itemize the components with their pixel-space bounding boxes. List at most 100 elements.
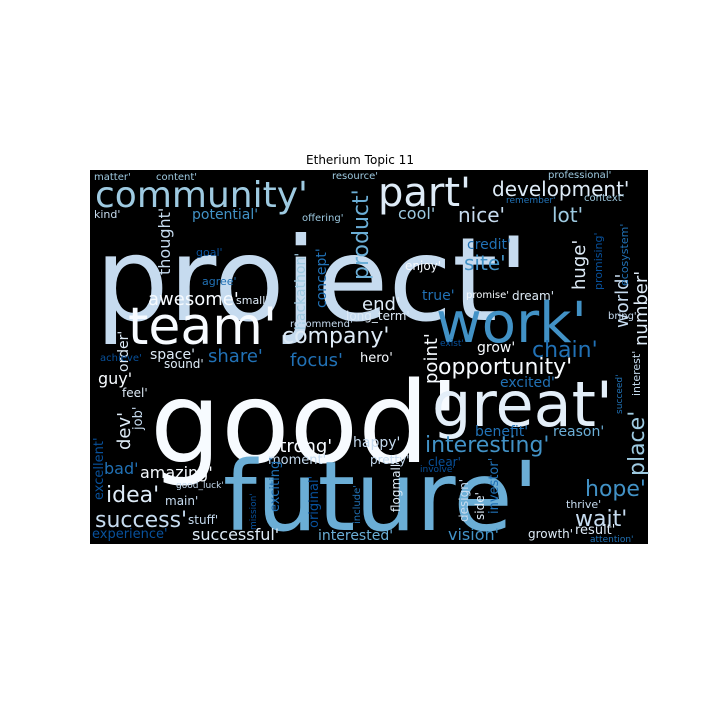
- word-recommend: recommend': [290, 319, 353, 330]
- word-benefit: benefit': [475, 424, 528, 440]
- chart-title: Etherium Topic 11: [306, 153, 414, 167]
- word-pretty: pretty': [370, 453, 409, 467]
- word-result: result': [575, 523, 615, 538]
- word-future: future': [223, 441, 539, 553]
- word-good_luck: good_luck': [176, 481, 224, 491]
- word-reason: reason': [553, 424, 604, 440]
- word-include: include': [352, 485, 363, 524]
- word-resource: resource': [332, 171, 378, 182]
- word-amazing: amazing': [140, 463, 213, 482]
- word-interest: interest': [630, 351, 643, 396]
- word-main: main': [165, 494, 198, 508]
- word-experience: experience': [92, 527, 168, 542]
- word-idea: idea': [106, 483, 159, 508]
- word-stuff: stuff': [188, 513, 218, 527]
- word-promise: promise': [466, 290, 509, 301]
- word-interesting: interesting': [425, 433, 549, 458]
- word-thought: thought': [155, 208, 174, 275]
- word-exist: exist': [440, 339, 464, 349]
- word-thrive: thrive': [566, 498, 601, 511]
- word-growth: growth': [528, 527, 573, 541]
- word-mission: mission': [249, 493, 259, 530]
- word-matter: matter': [94, 172, 131, 183]
- word-long_term: long_term': [346, 309, 410, 323]
- word-wait: wait': [575, 507, 627, 532]
- word-grow: grow': [477, 340, 515, 356]
- word-hero: hero': [360, 351, 393, 366]
- word-offering: offering': [302, 213, 343, 224]
- word-attention: attention': [590, 535, 634, 545]
- word-world: world': [612, 273, 633, 328]
- word-potential: potential': [192, 207, 258, 223]
- word-agree: agree': [202, 275, 237, 288]
- word-interested: interested': [318, 528, 393, 544]
- word-remember: remember': [506, 196, 556, 206]
- word-promising: promising': [592, 232, 605, 290]
- word-chain: chain': [532, 338, 598, 363]
- word-clear: clear': [428, 455, 461, 469]
- word-design: design': [457, 479, 471, 522]
- word-lot: lot': [552, 203, 583, 227]
- word-credit: credit': [467, 237, 511, 253]
- word-enjoy: enjoy': [405, 259, 441, 273]
- word-happy: happy': [353, 435, 400, 451]
- word-true: true': [422, 288, 455, 304]
- word-ecosystem: ecosystem': [618, 224, 631, 286]
- word-focus: focus': [290, 350, 343, 371]
- word-kind: kind': [94, 208, 120, 221]
- word-achieve: achieve': [100, 353, 142, 364]
- word-cool: cool': [398, 204, 435, 223]
- word-number: number': [631, 271, 652, 346]
- word-excited: excited': [500, 375, 555, 391]
- word-part: part': [378, 170, 471, 216]
- word-hackathon: hackathon': [293, 253, 309, 330]
- word-strong: strong': [270, 436, 332, 457]
- word-concept: concept': [314, 248, 330, 308]
- word-success: success': [95, 508, 187, 533]
- word-dream: dream': [512, 289, 554, 303]
- word-moment: moment': [268, 453, 326, 468]
- word-nice: nice': [458, 203, 505, 227]
- word-share: share': [208, 346, 263, 367]
- word-context: context': [584, 193, 624, 204]
- word-huge: huge': [569, 240, 590, 290]
- word-small: small': [236, 294, 268, 307]
- word-job: job': [131, 407, 146, 431]
- cloud-background: [90, 170, 648, 544]
- word-successful: successful': [192, 525, 279, 544]
- word-hope: hope': [585, 477, 646, 502]
- word-community: community': [95, 175, 308, 216]
- word-development: development': [492, 177, 629, 201]
- word-good: good': [150, 359, 460, 489]
- word-exciting: exciting': [268, 457, 283, 512]
- word-excellent: excellent': [92, 437, 107, 500]
- word-original: original': [307, 476, 322, 528]
- word-site: site': [464, 251, 506, 275]
- word-place: place': [625, 411, 650, 476]
- word-end: end': [362, 294, 401, 315]
- word-content: content': [156, 172, 197, 183]
- word-guy: guy': [98, 369, 132, 388]
- word-bad: bad': [104, 459, 139, 478]
- word-awesome: awesome': [148, 289, 239, 310]
- word-order: order': [116, 331, 132, 372]
- word-product: product': [349, 189, 374, 280]
- word-team: team': [128, 297, 277, 357]
- word-sound: sound': [164, 357, 204, 371]
- word-bring: bring': [608, 311, 637, 322]
- word-feel: feel': [122, 386, 148, 400]
- word-vision: vision': [448, 525, 499, 544]
- word-project: project': [95, 213, 530, 348]
- word-dev: dev': [114, 412, 135, 450]
- word-goal: goal': [196, 246, 223, 259]
- word-opportunity: opportunity': [438, 355, 572, 380]
- word-company: company': [282, 324, 389, 349]
- word-work: work': [436, 291, 587, 356]
- word-flogmall: flogmall': [389, 460, 403, 512]
- word-great: great': [432, 368, 613, 441]
- word-succeed: succeed': [615, 374, 625, 414]
- word-layer: project'good'future'great' work' team' part…: [92, 170, 652, 553]
- word-involve: involve': [420, 465, 455, 475]
